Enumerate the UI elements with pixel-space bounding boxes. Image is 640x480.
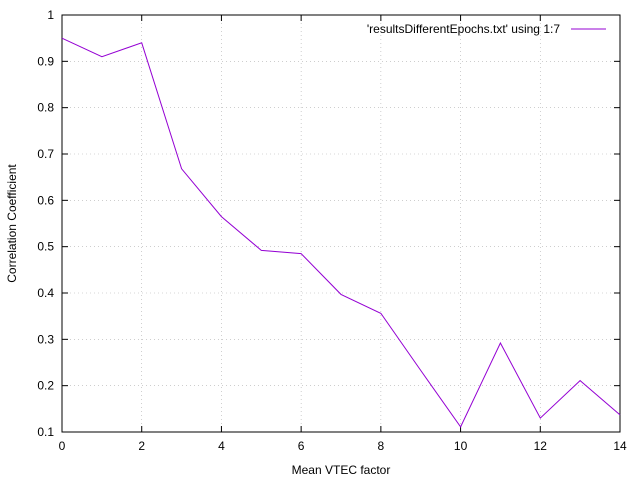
- y-tick-label: 0.1: [37, 425, 54, 439]
- y-tick-label: 0.7: [37, 147, 54, 161]
- tick-labels: 0 2 4 6 8 10 12 14 0.1 0.2 0.3 0.4 0.5 0.6 0.7 0.8 0.9 1: [37, 8, 627, 453]
- x-axis-label: Mean VTEC factor: [292, 463, 391, 477]
- y-tick-label: 0.8: [37, 101, 54, 115]
- x-tick-label: 12: [534, 439, 548, 453]
- y-tick-label: 0.6: [37, 193, 54, 207]
- series-layer: [61, 37, 621, 428]
- y-tick-label: 0.5: [37, 240, 54, 254]
- y-tick-label: 0.2: [37, 379, 54, 393]
- x-tick-label: 2: [138, 439, 145, 453]
- x-tick-label: 14: [613, 439, 627, 453]
- y-tick-label: 0.3: [37, 332, 54, 346]
- y-tick-label: 1: [47, 8, 54, 22]
- x-tick-label: 10: [454, 439, 468, 453]
- x-tick-label: 8: [378, 439, 385, 453]
- series-line: [61, 37, 621, 428]
- legend-label: 'resultsDifferentEpochs.txt' using 1:7: [367, 22, 560, 36]
- y-tick-label: 0.4: [37, 286, 54, 300]
- x-tick-label: 4: [218, 439, 225, 453]
- plot-frame: [61, 14, 621, 433]
- x-tick-label: 0: [59, 439, 66, 453]
- axis-ticks: [61, 14, 621, 433]
- y-tick-label: 0.9: [37, 54, 54, 68]
- y-axis-label: Correlation Coefficient: [5, 164, 19, 283]
- legend: 'resultsDifferentEpochs.txt' using 1:7: [367, 22, 606, 36]
- x-tick-label: 6: [298, 439, 305, 453]
- grid-lines: [62, 15, 620, 432]
